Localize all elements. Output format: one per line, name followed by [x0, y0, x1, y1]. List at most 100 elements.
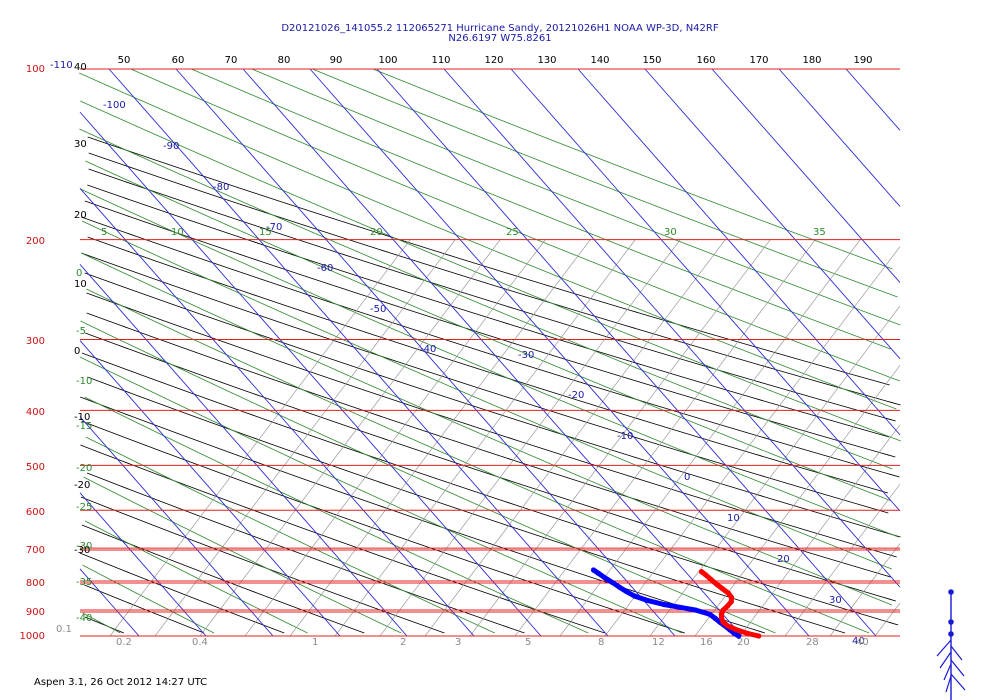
mixing-ratio-line	[514, 239, 816, 637]
mixing-ratio-label: 12	[652, 637, 665, 648]
moist-adiabat-line	[81, 220, 892, 570]
isotherm-label: -10	[617, 431, 633, 442]
dewpoint-profile-point	[602, 575, 608, 581]
moist-adiabat-line	[79, 128, 893, 470]
isotherm-label: -30	[518, 350, 534, 361]
mixing-ratio-label: 0.1	[56, 624, 72, 635]
green-left-label: -35	[76, 577, 92, 588]
dewpoint-profile-point	[644, 597, 650, 603]
wind-barb-flag	[943, 663, 952, 681]
dewpoint-profile-point	[712, 615, 718, 621]
pressure-tick-label: 400	[26, 407, 45, 418]
moist-adiabat-line	[79, 72, 897, 410]
isobars	[80, 68, 900, 637]
temperature-profile-point	[733, 627, 740, 633]
isotherm-label: -90	[163, 141, 179, 152]
moist-adiabat-line	[80, 188, 899, 538]
left-tick-label: 0	[74, 346, 80, 357]
moist-adiabat-label: 10	[171, 227, 184, 238]
sounding-profiles	[590, 567, 762, 639]
moist-adiabat-line	[80, 100, 901, 442]
top-tick-label: 190	[853, 55, 872, 66]
isotherm-label: -80	[213, 182, 229, 193]
top-tick-label: 150	[642, 55, 661, 66]
mixing-ratio-label: 8	[598, 637, 604, 648]
isotherm-line	[510, 68, 901, 512]
mixing-ratio-line	[199, 239, 501, 637]
wind-barb-flag	[936, 639, 952, 657]
dry-adiabat-line	[84, 272, 901, 538]
isotherm-line	[845, 68, 901, 131]
dry-adiabat-line	[86, 312, 891, 578]
isotherm-label: -50	[370, 304, 386, 315]
dry-adiabat-line	[81, 252, 889, 514]
top-tick-label: 130	[537, 55, 556, 66]
mixing-ratio-label: 16	[700, 637, 713, 648]
moist-adiabat-line	[79, 356, 683, 634]
top-tick-label: 170	[749, 55, 768, 66]
dry-adiabat-line	[85, 332, 896, 602]
green-left-label: -10	[76, 376, 92, 387]
moist-adiabat-line	[312, 68, 898, 298]
mixing-ratio-label: 1	[312, 637, 318, 648]
mixing-ratio-label: 5	[525, 637, 531, 648]
dewpoint-profile-point	[590, 567, 597, 573]
mixing-ratio-lines	[109, 239, 901, 637]
mixing-ratio-line	[289, 239, 591, 637]
temperature-profile-point	[725, 590, 731, 596]
isotherm-line	[108, 68, 609, 637]
dry-adiabat-line	[87, 184, 890, 438]
pressure-tick-label: 1000	[20, 631, 45, 642]
isotherm-line	[778, 68, 901, 207]
pressure-tick-label: 300	[26, 336, 45, 347]
mixing-ratio-label: 0.2	[116, 637, 132, 648]
isotherm-label: 40	[852, 636, 865, 647]
mixing-ratio-line	[379, 239, 681, 637]
isotherms	[79, 68, 901, 637]
top-tick-label: 100	[378, 55, 397, 66]
moist-adiabat-line	[130, 68, 901, 382]
isotherm-label: 10	[727, 513, 740, 524]
footer-caption: Aspen 3.1, 26 Oct 2012 14:27 UTC	[34, 677, 208, 688]
wind-barb-feather	[950, 673, 966, 691]
moist-adiabat-line	[191, 68, 891, 350]
mixing-ratio-label: 28	[806, 637, 819, 648]
wind-barbs	[936, 589, 966, 700]
dry-adiabat-line	[88, 152, 901, 406]
moist-adiabat-label: 35	[813, 227, 826, 238]
dry-adiabat-line	[79, 552, 285, 634]
isotherm-line	[644, 68, 901, 360]
dry-adiabat-line	[88, 168, 896, 422]
pressure-tick-label: 100	[26, 64, 45, 75]
pressure-tick-label: 700	[26, 545, 45, 556]
mixing-ratio-line	[154, 239, 456, 637]
dry-adiabat-line	[87, 376, 846, 634]
pressure-tick-label: 800	[26, 578, 45, 589]
left-tick-label: -10	[74, 412, 90, 423]
temperature-profile-point	[728, 594, 735, 601]
dewpoint-profile-point	[661, 601, 667, 608]
temperature-profile-point	[720, 619, 726, 625]
isotherm-label: -20	[568, 390, 584, 401]
isotherm-line	[376, 68, 877, 637]
mixing-ratio-label: 20	[737, 637, 750, 648]
top-tick-label: 60	[172, 55, 185, 66]
moist-adiabat-line	[80, 320, 776, 634]
left-tick-label: -20	[74, 480, 90, 491]
top-tick-label: 50	[118, 55, 131, 66]
temperature-profile-point	[724, 603, 731, 609]
pressure-tick-label: 500	[26, 462, 45, 473]
mixing-ratio-label: 2	[400, 637, 406, 648]
top-tick-label: 90	[330, 55, 343, 66]
isotherm-line	[242, 68, 743, 637]
green-left-label: -20	[76, 463, 92, 474]
moist-adiabat-line	[372, 68, 893, 270]
left-tick-label: 30	[74, 139, 87, 150]
dry-adiabat-line	[84, 584, 205, 634]
moist-adiabat-line	[82, 612, 121, 634]
dry-adiabat-line	[86, 292, 897, 558]
isotherm-label: -100	[103, 100, 126, 111]
moist-adiabat-line	[85, 436, 495, 634]
mixing-ratio-line	[109, 239, 411, 637]
isotherm-label: 20	[777, 554, 790, 565]
